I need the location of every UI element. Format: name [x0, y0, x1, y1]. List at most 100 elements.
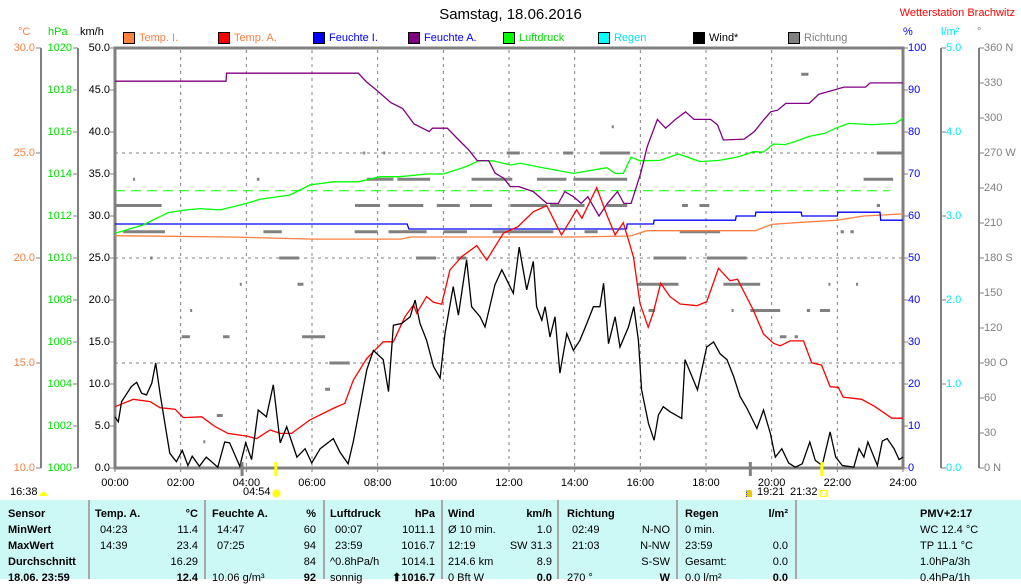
luftdruck-header: Luftdruck — [330, 508, 381, 520]
celsius-tick-label: 20.0 — [13, 252, 35, 264]
kmh-tick-label: 15.0 — [88, 336, 110, 348]
feuchte-a-row-value: 92 — [303, 572, 316, 584]
feuchte-a-row-value: 94 — [303, 540, 316, 552]
kmh-unit-label: km/h — [80, 26, 104, 38]
legend-item[interactable]: Regen — [598, 31, 646, 45]
sunrise-icon — [273, 490, 280, 497]
regen-row-label: 23:59 — [685, 540, 713, 552]
event-time: 16:38 — [10, 486, 38, 498]
legend-label: Regen — [614, 32, 647, 44]
kmh-tick-label: 5.0 — [94, 420, 110, 432]
temp-a-unit: °C — [185, 508, 198, 520]
event-time: 19:21 — [757, 486, 785, 498]
legend-item[interactable]: Luftdruck — [503, 31, 564, 45]
temp-a-row-value: 16.29 — [170, 556, 198, 568]
legend-label: Temp. A. — [234, 32, 277, 44]
rain-tick-label: 1.0 — [946, 378, 962, 390]
legend-item[interactable]: Wind* — [693, 31, 738, 45]
rain-unit-label: l/m² — [941, 26, 960, 38]
luftdruck-row-value: ⬆1016.7 — [392, 572, 435, 584]
series-line-temp-a — [114, 185, 903, 440]
pmv-value: TP 11.1 °C — [920, 540, 973, 552]
wind-row-value: 0.0 — [536, 572, 552, 584]
percent-unit-label: % — [903, 26, 913, 38]
legend-label: Wind* — [709, 32, 739, 44]
luftdruck-row-value: 1014.1 — [401, 556, 435, 568]
legend-item[interactable]: Feuchte A. — [408, 31, 477, 45]
wind-header: Wind — [448, 508, 475, 520]
direction-tick-label: 360 N — [984, 42, 1014, 54]
hpa-tick-label: 1000 — [47, 462, 72, 474]
sunset-icon — [820, 490, 827, 497]
direction-tick-label: 90 O — [984, 357, 1008, 369]
sensor-row-label: 18.06. 23:59 — [8, 572, 70, 584]
legend-swatch — [313, 32, 325, 44]
time-tick-label: 10:00 — [429, 477, 458, 489]
column-divider — [88, 500, 90, 579]
regen-unit: l/m² — [768, 508, 788, 520]
celsius-tick-label: 30.0 — [13, 42, 35, 54]
wind-row-value: 8.9 — [536, 556, 552, 568]
sensor-row-label: MaxWert — [8, 540, 54, 552]
legend-item[interactable]: Temp. I. — [123, 31, 178, 45]
time-tick-label: 04:00 — [232, 477, 261, 489]
direction-tick-label: 60 — [984, 392, 997, 404]
legend-swatch — [408, 32, 420, 44]
series-line-luftdruck — [114, 117, 904, 234]
celsius-tick-label: 10.0 — [13, 462, 35, 474]
rain-tick-label: 3.0 — [946, 210, 962, 222]
chart-title: Samstag, 18.06.2016 — [439, 6, 582, 23]
regen-row-value: 0.0 — [772, 540, 788, 552]
kmh-tick-label: 10.0 — [88, 378, 110, 390]
luftdruck-row-label: ^0.8hPa/h — [330, 556, 380, 568]
legend-item[interactable]: Temp. A. — [218, 31, 277, 45]
direction-tick-label: 150 — [984, 287, 1003, 299]
legend-item[interactable]: Feuchte I. — [313, 31, 378, 45]
hpa-tick-label: 1016 — [47, 126, 72, 138]
kmh-tick-label: 35.0 — [88, 168, 110, 180]
richtung-header: Richtung — [567, 508, 615, 520]
celsius-tick-label: 15.0 — [13, 357, 35, 369]
luftdruck-row-label: 00:07 — [335, 524, 363, 536]
richtung-row-value: N-NO — [641, 524, 670, 536]
time-tick-label: 16:00 — [626, 477, 655, 489]
rain-tick-label: 0.0 — [946, 462, 962, 474]
luftdruck-row-value: 1011.1 — [402, 524, 435, 536]
legend-swatch — [788, 32, 800, 44]
legend-label: Richtung — [804, 32, 848, 44]
direction-tick-label: 210 — [984, 217, 1003, 229]
hpa-tick-label: 1014 — [47, 168, 72, 180]
percent-tick-label: 0 — [908, 462, 915, 474]
kmh-tick-label: 0.0 — [94, 462, 110, 474]
wind-row-label: Ø 10 min. — [448, 524, 496, 536]
sensor-header: Sensor — [8, 508, 46, 520]
legend-label: Luftdruck — [519, 32, 565, 44]
hpa-tick-label: 1012 — [47, 210, 72, 222]
wind-row-label: 12:19 — [448, 540, 476, 552]
kmh-tick-label: 40.0 — [88, 126, 110, 138]
wind-unit: km/h — [526, 508, 552, 520]
percent-tick-label: 100 — [908, 42, 927, 54]
richtung-row-value: N-NW — [640, 540, 670, 552]
legend-item[interactable]: Richtung — [788, 31, 847, 45]
richtung-row-label: 270 ° — [567, 572, 593, 584]
time-tick-label: 20:00 — [757, 477, 786, 489]
feuchte-a-row-label: 07:25 — [217, 540, 245, 552]
temp-a-header: Temp. A. — [95, 508, 141, 520]
hpa-tick-label: 1008 — [47, 294, 72, 306]
regen-row-label: 0 min. — [685, 524, 715, 536]
series-line-wind — [114, 246, 904, 469]
kmh-tick-label: 45.0 — [88, 84, 110, 96]
pmv-header: PMV+2:17 — [920, 508, 973, 520]
regen-header: Regen — [685, 508, 719, 520]
statistics-table: Sensor MinWert MaxWert Durchschnitt 18.06. 2… — [0, 500, 1021, 584]
richtung-row-value: W — [659, 572, 670, 584]
hpa-tick-label: 1004 — [47, 378, 72, 390]
percent-tick-label: 80 — [908, 126, 921, 138]
wind-row-value: 1.0 — [536, 524, 552, 536]
moonrise-icon — [746, 490, 752, 497]
richtung-row-label: 21:03 — [572, 540, 600, 552]
time-tick-label: 22:00 — [823, 477, 852, 489]
wind-row-label: 0 Bft W — [448, 572, 485, 584]
richtung-row-label: 02:49 — [572, 524, 600, 536]
